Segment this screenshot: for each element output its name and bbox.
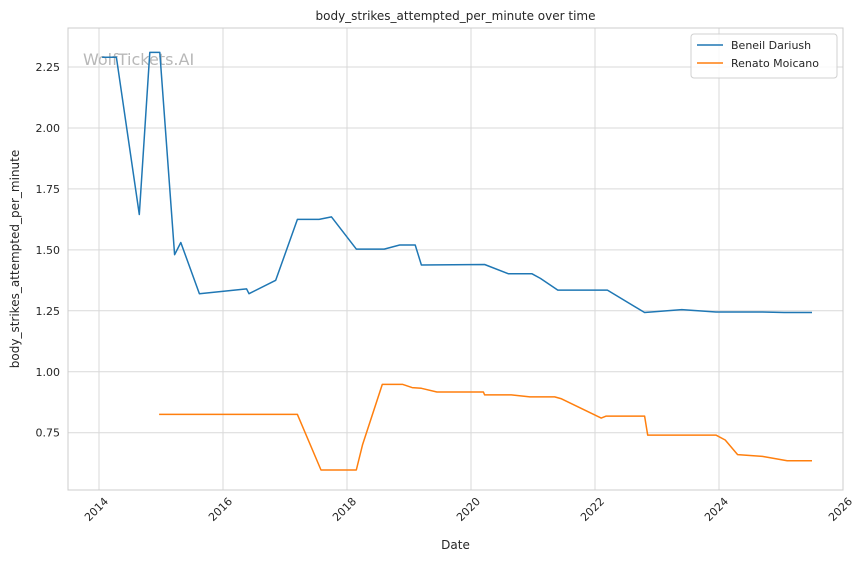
x-tick-label: 2026 [826, 495, 855, 524]
legend: Beneil Dariush Renato Moicano [690, 33, 838, 79]
y-tick-label: 0.75 [36, 427, 61, 440]
x-axis-title: Date [441, 538, 470, 552]
y-tick-label: 1.50 [36, 244, 61, 257]
x-tick-label: 2024 [702, 495, 731, 524]
series-line-0 [102, 51, 812, 314]
y-tick-label: 2.25 [36, 61, 61, 74]
series-line-1 [159, 383, 812, 471]
x-tick-labels: 2014 2016 2018 2020 2022 2024 2026 [82, 495, 855, 524]
y-axis-title: body_strikes_attempted_per_minute [8, 150, 22, 368]
x-tick-label: 2022 [578, 495, 607, 524]
y-tick-label: 1.25 [36, 305, 61, 318]
x-tick-label: 2018 [330, 495, 359, 524]
x-tick-label: 2020 [454, 495, 483, 524]
y-tick-label: 2.00 [36, 122, 61, 135]
y-tick-label: 1.75 [36, 183, 61, 196]
legend-label: Renato Moicano [731, 57, 819, 70]
grid-layer [68, 28, 843, 490]
legend-box [690, 33, 838, 79]
watermark: WolfTickets.AI [83, 50, 194, 69]
series-layer [102, 51, 812, 471]
y-tick-label: 1.00 [36, 366, 61, 379]
chart-title: body_strikes_attempted_per_minute over t… [316, 9, 596, 23]
y-tick-labels: 0.75 1.00 1.25 1.50 1.75 2.00 2.25 [36, 61, 61, 440]
x-tick-label: 2014 [82, 495, 111, 524]
x-tick-label: 2016 [206, 495, 235, 524]
plot-frame [67, 27, 844, 491]
legend-label: Beneil Dariush [731, 39, 811, 52]
